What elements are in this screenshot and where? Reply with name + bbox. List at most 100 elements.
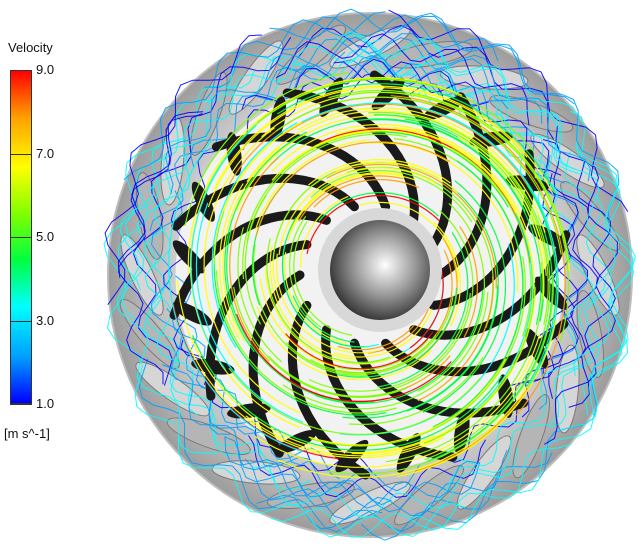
streamline: [349, 356, 484, 426]
streamline: [117, 53, 286, 291]
streamline: [392, 126, 535, 289]
streamline: [177, 436, 466, 538]
streamline: [370, 118, 542, 325]
streamline: [104, 34, 262, 305]
streamline: [165, 36, 387, 195]
streamline: [296, 24, 554, 140]
streamline: [271, 129, 437, 181]
streamline: [287, 173, 416, 242]
streamline: [213, 210, 387, 416]
streamline: [289, 215, 322, 328]
streamline: [326, 272, 554, 475]
streamline: [132, 113, 203, 386]
streamline: [246, 133, 408, 241]
streamline: [370, 142, 519, 293]
diffuser-vane: [576, 290, 604, 378]
streamline: [368, 111, 549, 325]
streamline: [254, 333, 541, 468]
streamline: [246, 110, 528, 199]
streamline: [424, 171, 551, 461]
streamline: [451, 147, 532, 337]
streamline: [277, 361, 541, 479]
streamline: [222, 147, 280, 342]
streamline: [313, 179, 419, 208]
streamline: [278, 167, 437, 255]
streamline: [218, 183, 244, 340]
streamline: [285, 331, 434, 370]
streamline: [245, 287, 536, 457]
impeller-blade: [349, 338, 529, 418]
impeller-blade: [205, 240, 312, 401]
streamline: [422, 180, 507, 413]
streamline: [267, 355, 399, 397]
diffuser-vane: [119, 299, 180, 369]
streamline: [318, 192, 439, 222]
streamline: [459, 226, 479, 338]
streamline: [417, 275, 494, 402]
streamline: [334, 308, 433, 358]
legend-tick-label: 1.0: [36, 396, 55, 411]
streamline: [188, 346, 444, 459]
streamline: [228, 367, 481, 436]
legend-tick-label: 7.0: [36, 145, 55, 161]
streamline: [252, 244, 368, 377]
streamline: [285, 295, 454, 375]
streamline: [347, 33, 591, 182]
streamline: [426, 214, 554, 463]
streamline: [266, 238, 391, 364]
streamline: [277, 83, 557, 195]
streamline: [437, 279, 607, 502]
streamline: [161, 364, 392, 506]
streamline: [310, 334, 437, 374]
legend-tick-mark: [10, 320, 32, 322]
streamline: [300, 195, 349, 268]
streamline: [310, 256, 526, 447]
streamline: [237, 227, 283, 363]
streamline: [337, 324, 415, 351]
streamline: [275, 33, 530, 126]
streamline: [385, 262, 544, 463]
streamline: [335, 91, 570, 343]
streamline: [192, 335, 503, 451]
streamline: [270, 443, 572, 538]
streamline: [342, 285, 499, 419]
streamline: [195, 202, 303, 423]
streamline: [190, 124, 257, 370]
streamline: [293, 221, 353, 336]
diffuser-vane: [456, 435, 512, 510]
streamline: [473, 213, 534, 412]
diffuser-vane: [267, 481, 355, 509]
legend-tick-mark: [10, 404, 32, 405]
streamline: [310, 170, 473, 223]
streamline: [213, 85, 554, 194]
streamline: [144, 153, 198, 416]
streamline: [335, 161, 459, 194]
streamline: [282, 291, 489, 410]
streamline: [432, 160, 524, 428]
streamline: [211, 122, 298, 348]
streamline: [281, 216, 365, 348]
streamline: [301, 102, 550, 230]
streamline: [332, 31, 577, 170]
streamline: [392, 12, 620, 223]
streamline: [236, 114, 422, 211]
streamline: [256, 78, 534, 152]
streamline: [256, 306, 432, 381]
streamlines-inner: [168, 72, 570, 479]
streamline: [233, 286, 408, 399]
legend-tick-mark: [10, 70, 32, 71]
impeller-blade: [248, 270, 305, 458]
streamline: [255, 141, 451, 237]
streamline: [117, 111, 204, 385]
legend-unit: [m s^-1]: [4, 426, 50, 441]
streamline: [242, 131, 390, 280]
streamline: [315, 290, 484, 405]
streamline: [236, 313, 452, 403]
streamline: [224, 436, 480, 509]
streamline: [556, 144, 636, 432]
impeller-blade: [369, 70, 453, 250]
streamline: [226, 229, 375, 404]
streamline: [308, 293, 471, 392]
streamline: [433, 221, 461, 327]
streamline: [390, 95, 566, 416]
